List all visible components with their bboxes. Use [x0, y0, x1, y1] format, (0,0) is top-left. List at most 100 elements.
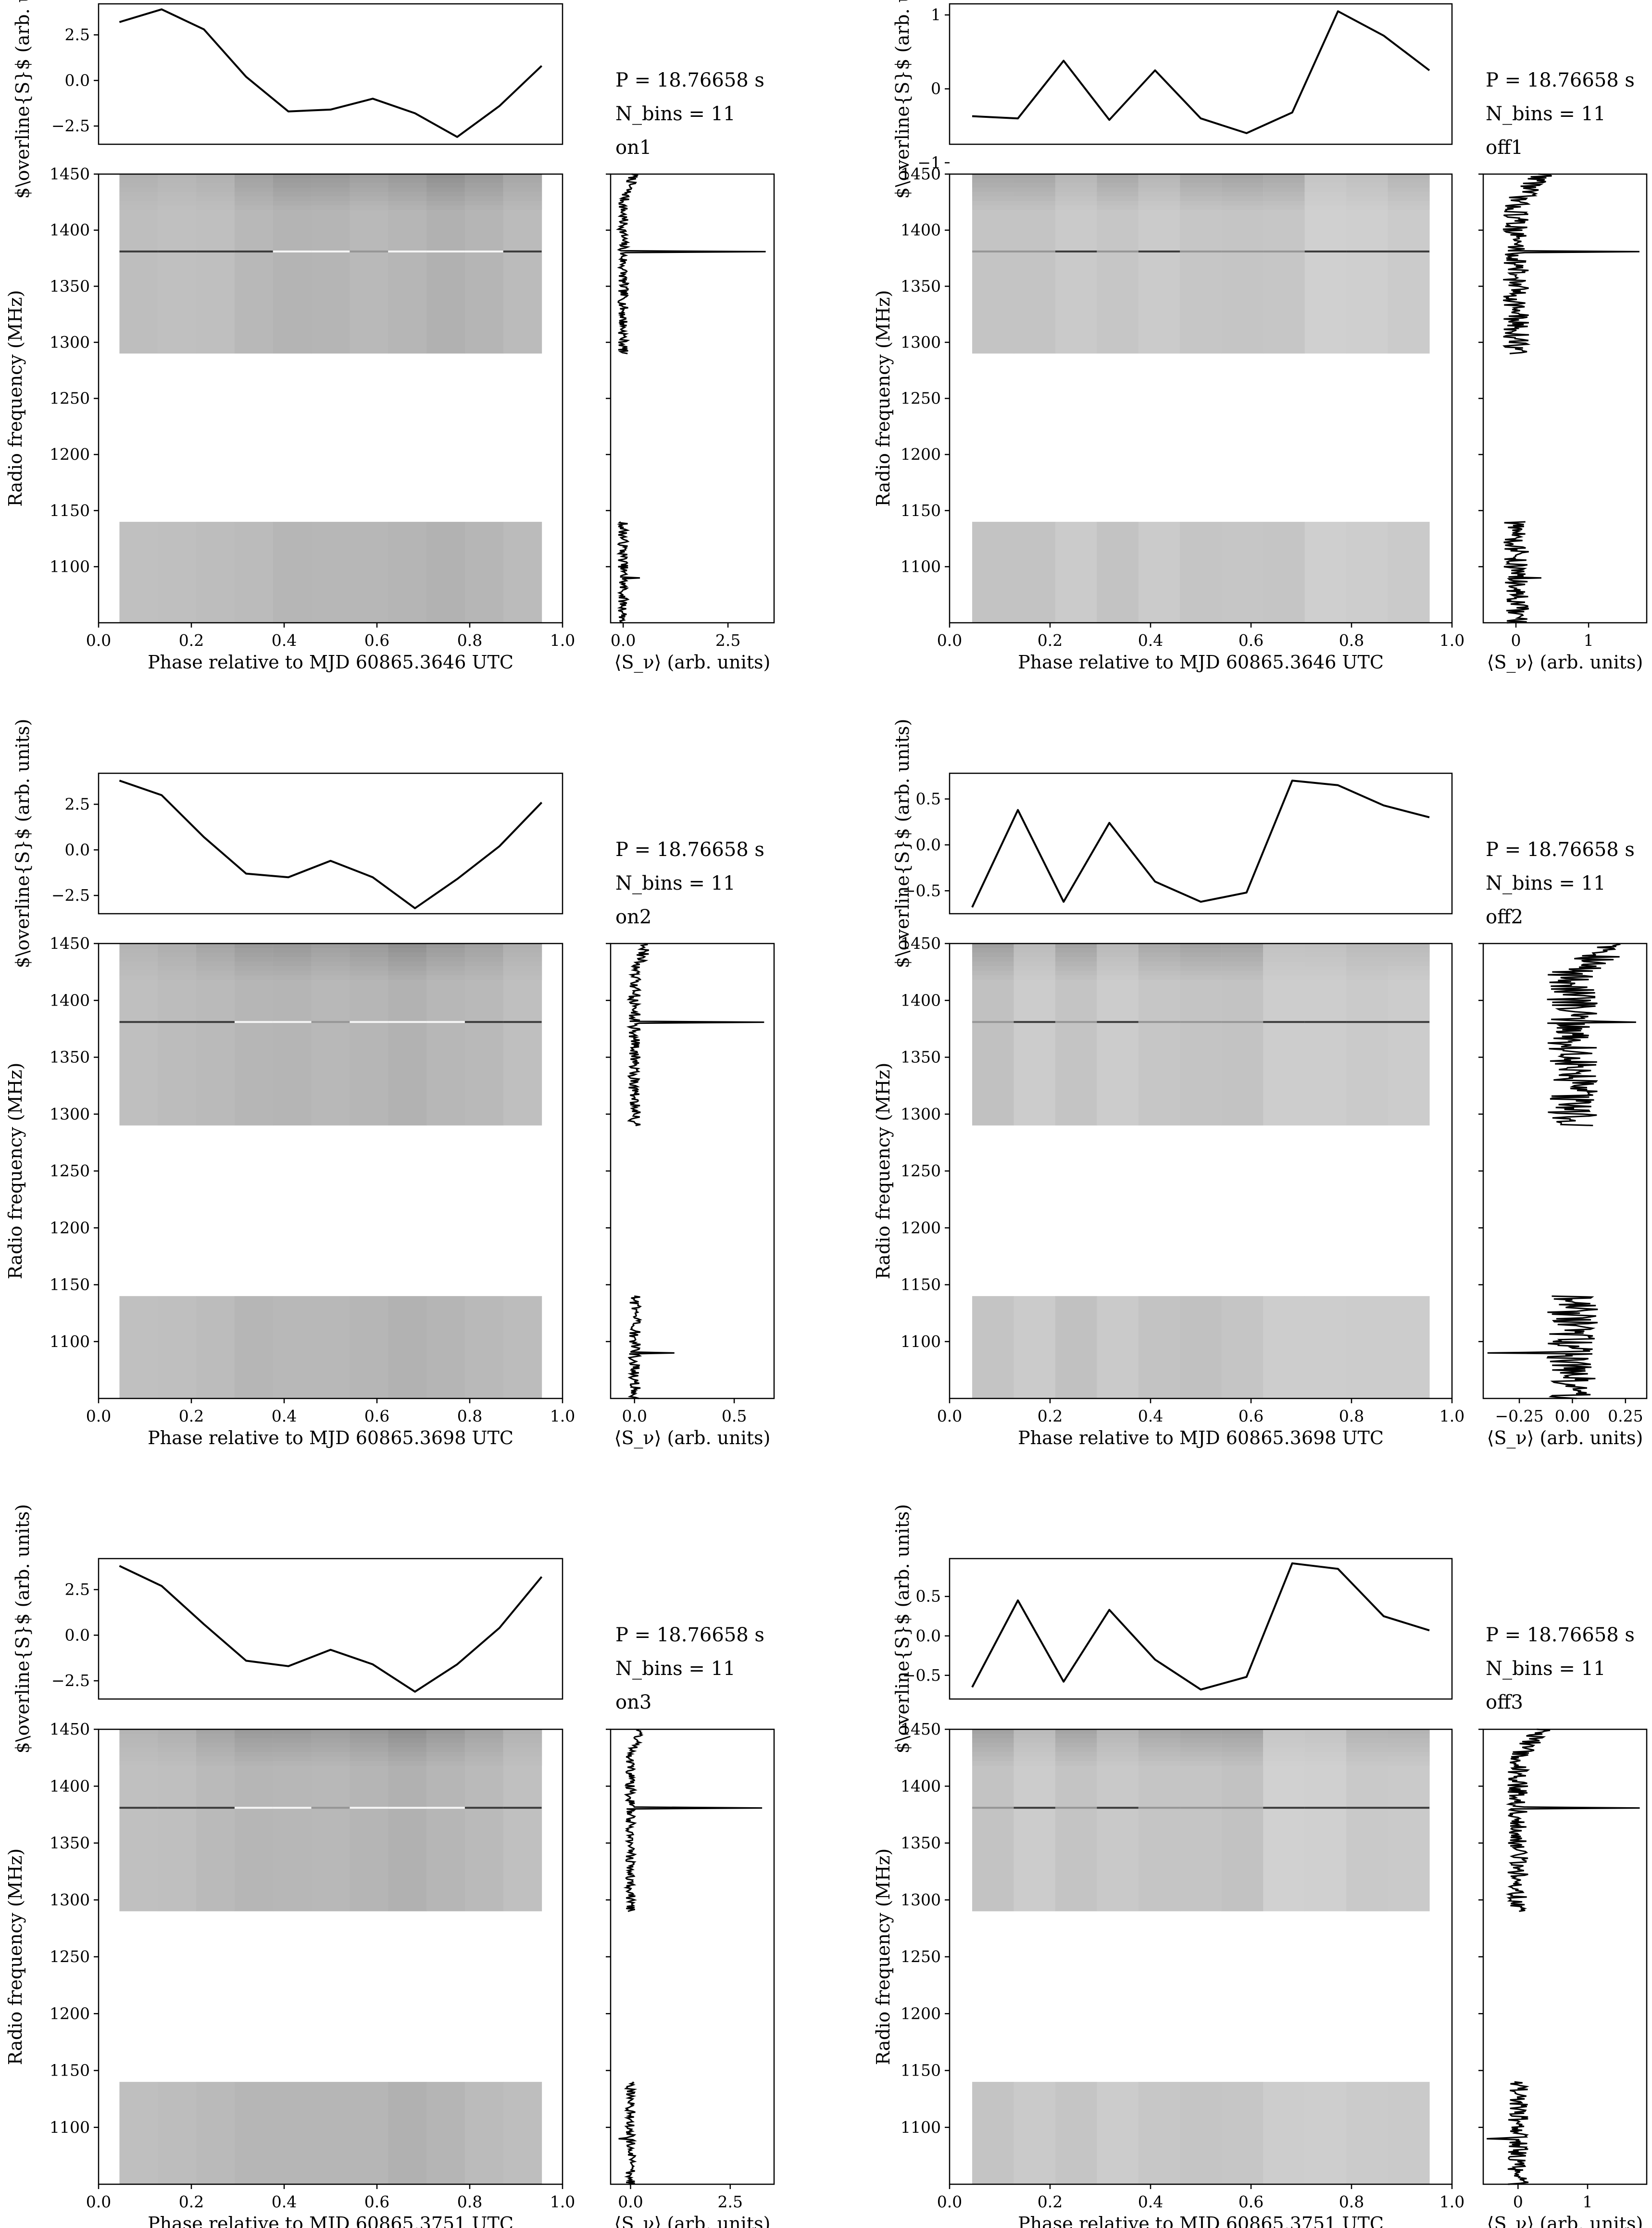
heatmap-ytick-label: 1450 — [901, 934, 941, 953]
heatmap-stripe — [1014, 952, 1056, 957]
heatmap-xlabel: Phase relative to MJD 60865.3646 UTC — [148, 652, 513, 673]
profile-frame — [949, 772, 1453, 915]
heatmap-stripe — [1138, 1734, 1180, 1738]
heatmap-stripe — [1346, 1756, 1389, 1762]
heatmap-stripe — [1263, 944, 1305, 948]
heatmap-xlabel: Phase relative to MJD 60865.3751 UTC — [1018, 2213, 1384, 2228]
heatmap-stripe — [1180, 196, 1222, 201]
rfi-line-cell — [1180, 1021, 1222, 1023]
heatmap-stripe — [1221, 1738, 1264, 1743]
heatmap-stripe — [273, 183, 312, 188]
rfi-line-cell — [1055, 1807, 1097, 1809]
heatmap-stripe — [426, 1734, 465, 1738]
heatmap-stripe — [426, 1729, 465, 1734]
heatmap-stripe — [1346, 952, 1389, 957]
heatmap-stripe — [1388, 183, 1430, 188]
heatmap-cell — [1055, 2082, 1097, 2184]
heatmap-stripe — [1304, 957, 1347, 962]
heatmap-stripe — [972, 970, 1014, 976]
spectrum-xtick-label: 1 — [1583, 2192, 1593, 2211]
heatmap-xtick-label: 1.0 — [1439, 631, 1464, 650]
rfi-line-cell — [1014, 250, 1055, 252]
rfi-line-cell — [1097, 1807, 1139, 1809]
heatmap-stripe — [158, 178, 197, 183]
heatmap-stripe — [196, 970, 235, 976]
heatmap-stripe — [1346, 187, 1389, 192]
heatmap-stripe — [1180, 944, 1222, 948]
heatmap-stripe — [1388, 201, 1430, 206]
heatmap-stripe — [972, 948, 1014, 953]
rfi-line-cell — [1221, 1807, 1264, 1809]
heatmap-ytick-label: 1250 — [901, 1947, 941, 1966]
profile-ytick-label: 0.0 — [65, 840, 90, 859]
heatmap-stripe — [1055, 975, 1097, 980]
heatmap-stripe — [1014, 966, 1056, 971]
heatmap-stripe — [1346, 205, 1389, 210]
heatmap-stripe — [1014, 187, 1056, 192]
heatmap-stripe — [1346, 970, 1389, 976]
heatmap-ytick-label: 1150 — [901, 2061, 941, 2080]
heatmap-stripe — [464, 183, 504, 188]
profile-ytick-label: −2.5 — [51, 1671, 90, 1690]
heatmap-ylabel: Radio frequency (MHz) — [873, 290, 894, 507]
heatmap-stripe — [426, 1761, 465, 1766]
heatmap-cell — [1388, 522, 1430, 623]
heatmap-cell — [158, 1296, 197, 1398]
heatmap-stripe — [1180, 961, 1222, 967]
heatmap-stripe — [1388, 948, 1430, 953]
heatmap-stripe — [196, 178, 235, 183]
heatmap-stripe — [350, 201, 388, 206]
spectrum-line — [618, 2081, 638, 2185]
heatmap-stripe — [1097, 966, 1139, 971]
heatmap-stripe — [234, 196, 274, 201]
heatmap-stripe — [972, 944, 1014, 948]
heatmap-stripe — [273, 1761, 312, 1766]
heatmap-stripe — [1263, 174, 1305, 179]
nbins-annotation: N_bins = 11 — [615, 1658, 736, 1680]
heatmap-stripe — [1221, 948, 1264, 953]
heatmap-stripe — [311, 948, 350, 953]
heatmap-stripe — [1263, 201, 1305, 206]
heatmap-stripe — [1138, 1738, 1180, 1743]
period-annotation: P = 18.76658 s — [615, 1624, 764, 1646]
heatmap-stripe — [158, 183, 197, 188]
rfi-line-cell — [388, 250, 427, 252]
rfi-line-cell — [196, 1021, 235, 1023]
rfi-line-cell — [1138, 250, 1180, 252]
heatmap-cell — [1263, 2082, 1305, 2184]
heatmap-xtick-label: 0.8 — [1339, 2192, 1364, 2211]
heatmap-stripe — [1138, 944, 1180, 948]
heatmap-stripe — [1221, 1729, 1264, 1734]
heatmap-stripe — [311, 174, 350, 179]
heatmap-ylabel: Radio frequency (MHz) — [5, 1849, 26, 2065]
heatmap-xtick-label: 0.8 — [457, 1407, 482, 1425]
observation-label: off1 — [1486, 137, 1523, 159]
heatmap-stripe — [350, 1734, 388, 1738]
heatmap-stripe — [1304, 1747, 1347, 1752]
heatmap-stripe — [972, 1738, 1014, 1743]
heatmap-stripe — [1180, 183, 1222, 188]
heatmap-stripe — [1138, 1756, 1180, 1762]
heatmap-stripe — [234, 1752, 274, 1757]
heatmap-stripe — [1014, 1756, 1056, 1762]
profile-line — [119, 780, 543, 909]
heatmap-ytick-label: 1200 — [50, 1218, 90, 1237]
spectrum-line — [623, 1728, 763, 1912]
heatmap-stripe — [1014, 1729, 1056, 1734]
spectrum-line — [1502, 173, 1639, 354]
heatmap-stripe — [972, 178, 1014, 183]
heatmap-xtick-label: 0.6 — [364, 631, 389, 650]
rfi-line-cell — [1304, 1021, 1347, 1023]
heatmap-stripe — [158, 1747, 197, 1752]
heatmap-stripe — [1180, 948, 1222, 953]
heatmap-ylabel: Radio frequency (MHz) — [873, 1849, 894, 2065]
heatmap-cell — [1014, 2082, 1056, 2184]
heatmap-stripe — [350, 944, 388, 948]
heatmap-ytick-label: 1200 — [901, 445, 941, 464]
heatmap-stripe — [464, 1734, 504, 1738]
heatmap-stripe — [388, 975, 427, 980]
heatmap-stripe — [1014, 970, 1056, 976]
heatmap-stripe — [196, 183, 235, 188]
profile-ytick-label: 2.5 — [65, 794, 90, 813]
heatmap-stripe — [1055, 957, 1097, 962]
